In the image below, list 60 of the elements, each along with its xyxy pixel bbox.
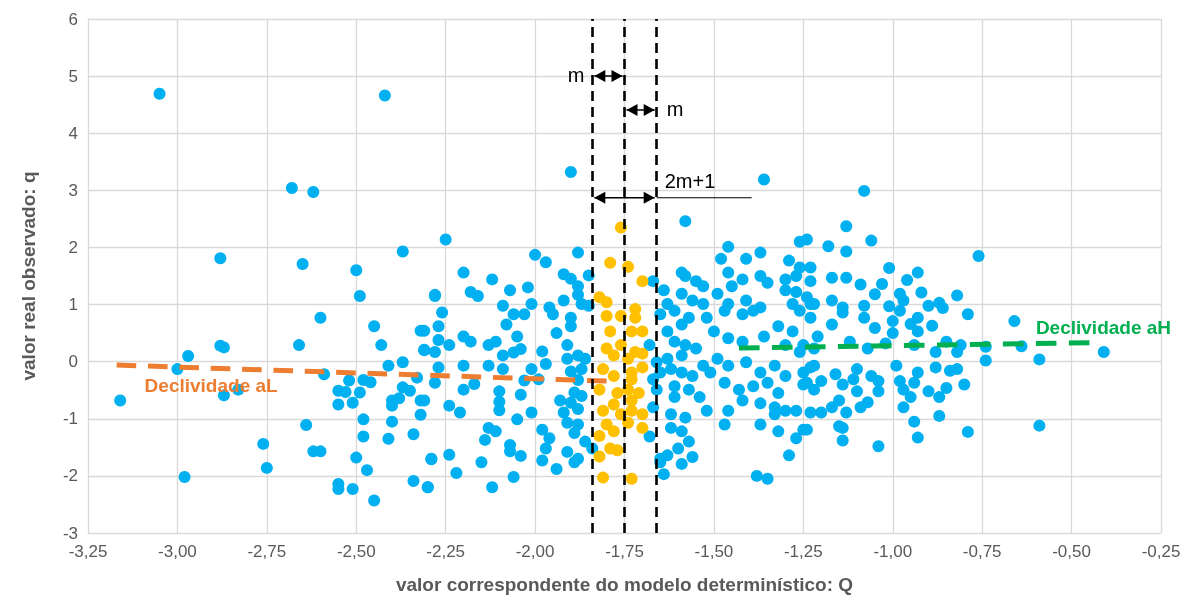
point [636,421,649,434]
y-tick-label: -3 [62,523,78,543]
point [607,398,620,411]
point [607,425,620,438]
y-tick-label: -2 [62,466,78,486]
point [611,387,624,400]
point [597,404,610,417]
point [600,309,613,322]
x-tick-label: -1,50 [694,542,734,561]
point [625,404,638,417]
x-tick-label: -2,00 [515,542,555,561]
y-tick-label: 5 [68,66,78,86]
x-tick-label: -1,75 [605,542,644,561]
y-tick-label: 1 [68,295,78,315]
x-tick-label: -2,75 [247,542,287,561]
point [622,416,635,429]
y-tick-label: 0 [68,352,78,372]
point [614,339,627,352]
series-label: Declividade aH [1035,316,1172,338]
x-tick-label: -3,00 [158,542,197,561]
y-axis-title: valor real observado: q [18,171,39,381]
point [600,296,613,309]
point [625,325,638,338]
point [625,394,638,407]
x-axis-title: valor correspondente do modelo determinístico: Q [395,574,854,595]
point [632,387,645,400]
x-tick-label: -0,25 [1141,542,1181,561]
y-tick-label: -1 [62,409,78,429]
x-tick-label: -0,75 [962,542,1002,561]
x-tick-label: -2,25 [426,542,466,561]
point [636,347,649,360]
point [597,363,610,376]
point [597,471,610,484]
point [622,352,635,365]
x-tick-label: -2,50 [336,542,376,561]
point [593,383,606,396]
point [636,361,649,374]
y-tick-label: 3 [68,180,78,200]
y-tick-label: 4 [68,123,78,143]
point [636,325,649,338]
point [604,325,617,338]
series-label: Declividade aL [144,375,279,397]
point [636,408,649,421]
point [607,369,620,382]
point [611,444,624,457]
x-tick-label: -1,25 [783,542,823,561]
x-tick-label: -0,50 [1052,542,1091,561]
point [593,450,606,463]
x-tick-label: -3,25 [68,542,108,561]
y-tick-label: 6 [68,9,78,29]
annotation: 2m+1 [664,169,716,192]
y-tick-label: 2 [68,237,78,257]
annotation: m [567,64,585,86]
point [593,429,606,442]
point [604,256,617,269]
x-tick-label: -1,00 [873,542,913,561]
point [607,349,620,362]
annotation: m [666,98,684,120]
point [636,275,649,288]
point [625,472,638,485]
